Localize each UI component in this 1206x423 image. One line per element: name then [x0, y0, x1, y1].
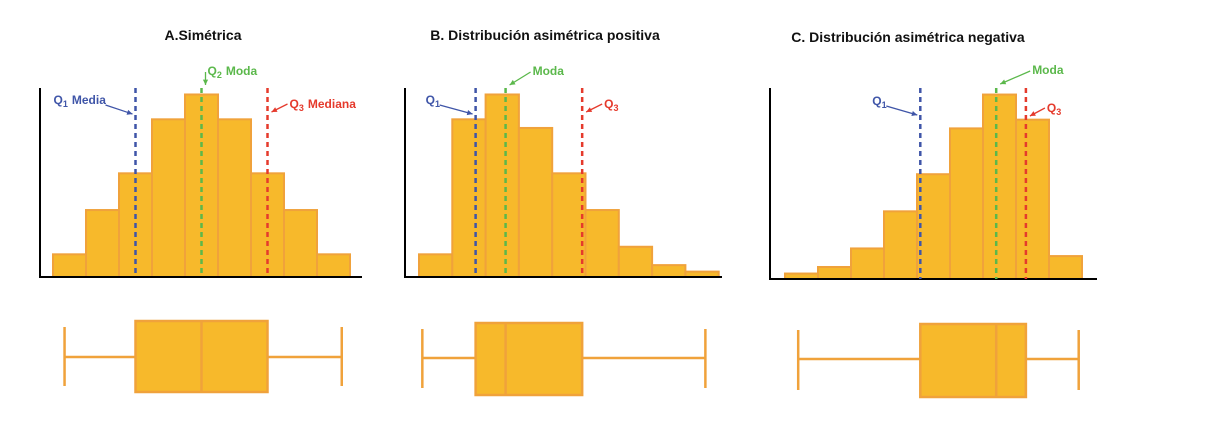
- q-subscript: 3: [1056, 107, 1061, 117]
- chart-title: B. Distribución asimétrica positiva: [430, 27, 660, 43]
- q3-arrow-head: [586, 107, 593, 112]
- marker-text: Mediana: [308, 97, 356, 111]
- q1-arrow: [439, 104, 473, 115]
- histogram-bar: [283, 209, 318, 278]
- histogram-bar: [451, 118, 487, 278]
- histogram-bar: [916, 173, 951, 280]
- mode-arrow: [999, 70, 1031, 85]
- chart-title: A.Simétrica: [164, 27, 241, 43]
- q1-arrow-head: [126, 109, 133, 115]
- chart-title: C. Distribución asimétrica negativa: [791, 29, 1025, 45]
- histogram-bar: [484, 93, 520, 279]
- histogram-bar: [883, 210, 918, 280]
- q-subscript: 3: [614, 103, 619, 113]
- boxplot-box: [474, 321, 584, 397]
- q-letter: Q: [426, 93, 435, 107]
- q-letter: Q: [1047, 101, 1056, 115]
- q-subscript: 2: [217, 70, 222, 80]
- panel-negative-skew: C. Distribución asimétrica negativa Q1Mo…: [769, 29, 1097, 399]
- q-letter: Q: [872, 94, 881, 108]
- mode-arrow-head: [202, 79, 209, 85]
- marker-text: Media: [72, 93, 106, 107]
- mode-arrow-head: [509, 79, 516, 85]
- histogram-bar: [651, 264, 687, 278]
- marker-text: Moda: [1032, 63, 1064, 77]
- q1-label: Q1 Media: [54, 93, 107, 109]
- histogram-bar: [1015, 118, 1050, 280]
- mode-label: Moda: [533, 64, 565, 78]
- histogram-bar: [418, 253, 454, 279]
- histogram-bar: [316, 253, 351, 279]
- marker-text: Moda: [533, 64, 565, 78]
- q-subscript: 3: [299, 103, 304, 113]
- mode-label: Q2 Moda: [208, 64, 258, 80]
- panel-positive-skew: B. Distribución asimétrica positiva Q1Mo…: [404, 27, 722, 397]
- histogram-bar: [184, 93, 219, 279]
- q-subscript: 1: [435, 99, 440, 109]
- histogram-bar: [151, 118, 186, 278]
- q3-label: Q3: [604, 97, 618, 113]
- q3-label: Q3: [1047, 101, 1061, 117]
- histogram-bar: [617, 245, 654, 278]
- mode-arrow-head: [1000, 79, 1007, 85]
- histogram-bar: [517, 126, 554, 278]
- boxplot-box: [919, 322, 1028, 399]
- q-letter: Q: [208, 64, 217, 78]
- q1-arrow-head: [911, 110, 918, 116]
- histogram-bar: [52, 253, 87, 279]
- q1-label: Q1: [872, 94, 886, 110]
- q3-label: Q3 Mediana: [290, 97, 357, 113]
- histogram-bar: [817, 265, 852, 281]
- histogram-bar: [551, 172, 587, 279]
- histogram-bar: [584, 209, 620, 278]
- histogram-bar: [85, 209, 120, 278]
- mode-label: Moda: [1032, 63, 1064, 77]
- marker-text: Moda: [226, 64, 258, 78]
- q1-arrow-head: [466, 110, 473, 116]
- histogram-bar: [1048, 255, 1083, 280]
- histogram-bar: [949, 127, 984, 280]
- q-subscript: 1: [63, 99, 68, 109]
- q-subscript: 1: [882, 100, 887, 110]
- histogram-bar: [850, 247, 885, 281]
- q-letter: Q: [54, 93, 63, 107]
- q3-arrow-head: [1029, 111, 1036, 116]
- q3-arrow-head: [271, 107, 278, 112]
- histogram-bar: [982, 93, 1017, 280]
- q-letter: Q: [604, 97, 613, 111]
- histogram-bar: [217, 118, 252, 278]
- q1-label: Q1: [426, 93, 440, 109]
- q-letter: Q: [290, 97, 299, 111]
